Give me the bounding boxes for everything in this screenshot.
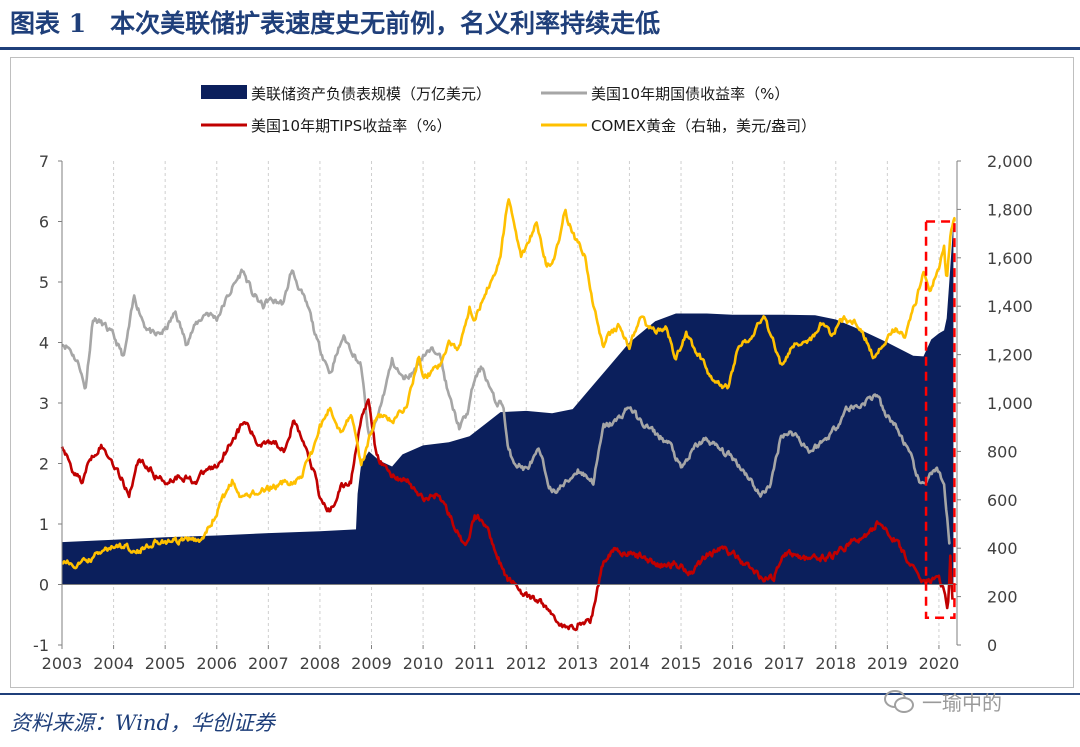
y-left-tick-label: 6: [39, 213, 49, 232]
x-tick-label: 2003: [42, 654, 83, 673]
x-tick-label: 2015: [661, 654, 702, 673]
x-tick-label: 2010: [403, 654, 444, 673]
legend-balance-sheet-label: 美联储资产负债表规模（万亿美元）: [251, 85, 491, 103]
legend-treasury-10y-label: 美国10年期国债收益率（%）: [591, 85, 789, 103]
legend-balance-sheet-swatch: [201, 85, 247, 99]
figure-label: 图表 1: [10, 9, 87, 38]
y-left-tick-label: 0: [39, 576, 49, 595]
x-tick-label: 2005: [145, 654, 186, 673]
y-right-tick-label: 1,000: [987, 394, 1033, 413]
y-right-tick-label: 200: [987, 588, 1018, 607]
balance-sheet-area-layer: [62, 221, 954, 585]
axes: 7 6 5 4 3 2 1 0 -1 2,000 1,800 1,600 1,400 1,200 1,000…: [33, 152, 1033, 673]
x-tick-label: 2009: [351, 654, 392, 673]
series-lines-layer: [60, 198, 956, 632]
legend: 美联储资产负债表规模（万亿美元） 美国10年期国债收益率（%） 美国10年期TIPS…: [201, 85, 816, 135]
y-left-tick-label: 3: [39, 394, 49, 413]
figure-title-text: 本次美联储扩表速度史无前例，名义利率持续走低: [110, 9, 661, 38]
y-left-tick-label: 5: [39, 273, 49, 292]
y-right-tick-label: 1,400: [987, 297, 1033, 316]
y-right-tick-label: 600: [987, 491, 1018, 510]
legend-tips-10y-label: 美国10年期TIPS收益率（%）: [251, 117, 452, 135]
legend-gold-label: COMEX黄金（右轴，美元/盎司）: [591, 117, 816, 135]
series-tips-10y-line: [60, 398, 954, 632]
series-treasury-10y-line: [61, 268, 951, 545]
y-right-tick-label: 400: [987, 539, 1018, 558]
y-right-tick-label: 1,800: [987, 200, 1033, 219]
series-balance-sheet-area: [62, 221, 954, 585]
y-left-tick-label: -1: [33, 636, 49, 655]
x-tick-label: 2006: [196, 654, 237, 673]
chart: 7 6 5 4 3 2 1 0 -1 2,000 1,800 1,600 1,400 1,200 1,000…: [33, 85, 1033, 673]
highlight-layer: [924, 220, 956, 620]
x-tick-label: 2012: [506, 654, 547, 673]
wechat-icon: [884, 690, 914, 713]
watermark-text: 一瑜中的: [922, 690, 1002, 715]
x-tick-label: 2017: [764, 654, 805, 673]
y-left-tick-label: 4: [39, 334, 49, 353]
source-note: 资料来源：Wind，华创证券: [10, 711, 275, 735]
x-tick-label: 2008: [300, 654, 341, 673]
y-right-tick-label: 2,000: [987, 152, 1033, 171]
y-right-tick-label: 1,200: [987, 346, 1033, 365]
y-left-tick-label: 7: [39, 152, 49, 171]
y-right-tick-label: 1,600: [987, 249, 1033, 268]
y-right-tick-label: 0: [987, 636, 997, 655]
figure-title: 图表 1 本次美联储扩表速度史无前例，名义利率持续走低: [10, 6, 660, 42]
x-tick-label: 2011: [454, 654, 495, 673]
x-tick-label: 2019: [867, 654, 908, 673]
chart-frame: 7 6 5 4 3 2 1 0 -1 2,000 1,800 1,600 1,400 1,200 1,000…: [10, 57, 1074, 688]
x-tick-label: 2004: [93, 654, 134, 673]
watermark: 一瑜中的: [884, 686, 1002, 716]
y-left-tick-label: 2: [39, 455, 49, 474]
x-tick-label: 2016: [712, 654, 753, 673]
x-tick-label: 2007: [248, 654, 289, 673]
y-right-tick-label: 800: [987, 442, 1018, 461]
x-tick-label: 2020: [919, 654, 960, 673]
x-tick-label: 2018: [815, 654, 856, 673]
y-left-tick-label: 1: [39, 515, 49, 534]
title-rule: [0, 47, 1080, 50]
x-tick-label: 2014: [609, 654, 650, 673]
highlight-box: [924, 220, 956, 620]
footer-rule: [0, 693, 1080, 695]
x-tick-label: 2013: [557, 654, 598, 673]
series-gold-line: [61, 198, 956, 570]
